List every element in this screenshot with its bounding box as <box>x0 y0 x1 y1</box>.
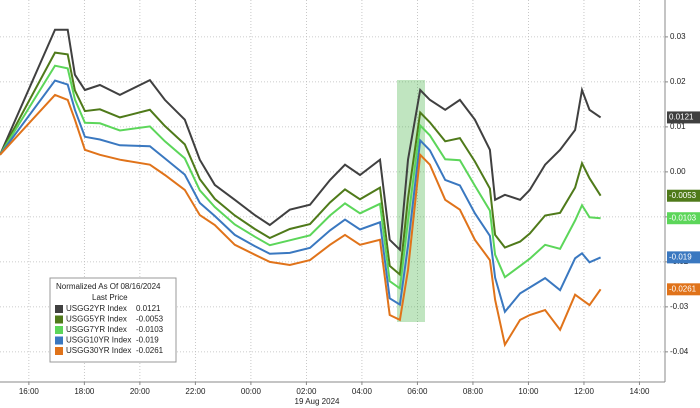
y-tick-label: 0.02 <box>670 77 686 86</box>
value-tag <box>667 251 700 264</box>
value-tag-label: -0.019 <box>669 252 692 261</box>
lines <box>0 28 602 348</box>
y-tick-label: 0.01 <box>670 122 686 131</box>
x-tick-label: 00:00 <box>241 387 262 396</box>
legend-label: USGG2YR Index <box>66 304 127 313</box>
x-tick-label: 02:00 <box>296 387 317 396</box>
legend-label: USGG30YR Index <box>66 346 131 355</box>
x-tick-label: 08:00 <box>463 387 484 396</box>
date-label: 19 Aug 2024 <box>295 397 340 406</box>
legend-swatch <box>55 305 63 313</box>
legend: USGG2YR Index 0.0121 USGG5YR Index -0.0053 U… <box>55 304 164 355</box>
series-line <box>0 28 602 252</box>
value-tags: 0.0121 -0.0053 -0.0103 -0.019 -0.0261 <box>667 111 700 296</box>
legend-value: -0.0103 <box>136 325 164 334</box>
x-tick-label: 06:00 <box>407 387 428 396</box>
value-tag <box>667 111 700 124</box>
legend-box <box>49 277 177 363</box>
series-line <box>0 79 602 314</box>
series-line <box>0 51 602 277</box>
x-tick-label: 12:00 <box>574 387 595 396</box>
series-line <box>0 93 602 348</box>
legend-value: -0.019 <box>136 336 159 345</box>
legend-subtitle: Last Price <box>92 293 128 302</box>
legend-swatch <box>55 315 63 324</box>
x-tick-label: 20:00 <box>130 387 151 396</box>
legend-label: USGG5YR Index <box>66 315 127 324</box>
value-tag <box>667 212 700 225</box>
legend-label: USGG7YR Index <box>66 325 127 334</box>
x-tick-label: 14:00 <box>629 387 650 396</box>
legend-swatch <box>55 336 63 345</box>
value-tag <box>667 283 700 296</box>
x-tick-label: 10:00 <box>518 387 539 396</box>
legend-label: USGG10YR Index <box>66 336 131 345</box>
y-tick-label: -0.04 <box>670 347 689 356</box>
x-tick-label: 22:00 <box>185 387 206 396</box>
y-tick-label: 0.00 <box>670 167 686 176</box>
legend-swatch <box>55 326 63 334</box>
value-tag-label: -0.0261 <box>669 284 697 293</box>
x-tick-label: 04:00 <box>352 387 373 396</box>
value-tag-label: 0.0121 <box>669 113 694 122</box>
value-tag-label: -0.0103 <box>669 213 697 222</box>
value-tag <box>667 189 700 202</box>
legend-value: -0.0261 <box>136 346 164 355</box>
y-tick-label: 0.03 <box>670 32 686 41</box>
series-line <box>0 64 601 291</box>
x-tick-label: 16:00 <box>19 387 40 396</box>
legend-value: 0.0121 <box>136 304 161 313</box>
legend-title: Normalized As Of 08/16/2024 <box>56 282 161 291</box>
y-tick-label: -0.03 <box>670 302 689 311</box>
x-tick-label: 18:00 <box>74 387 95 396</box>
value-tag-label: -0.0053 <box>669 191 697 200</box>
legend-swatch <box>55 347 63 355</box>
legend-value: -0.0053 <box>136 315 164 324</box>
